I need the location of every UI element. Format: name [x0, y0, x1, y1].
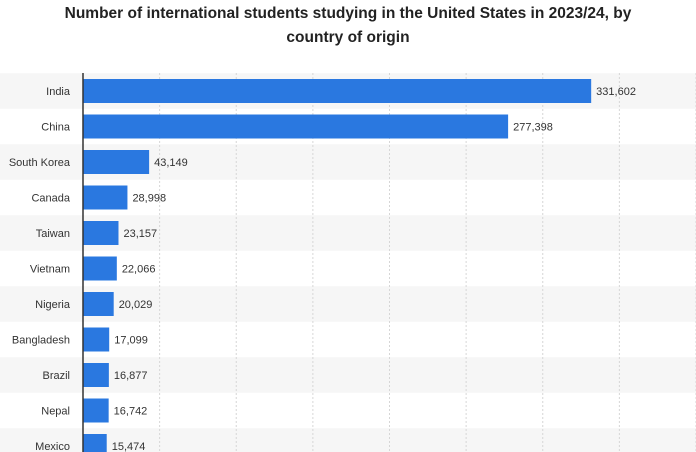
y-tick-label: Nepal: [41, 405, 70, 417]
y-tick-label: Bangladesh: [12, 334, 70, 346]
value-label: 43,149: [154, 157, 188, 169]
y-tick-label: Vietnam: [30, 263, 70, 275]
value-label: 16,742: [114, 405, 148, 417]
y-tick-label: Mexico: [35, 441, 70, 452]
value-label: 20,029: [119, 299, 153, 311]
chart-title: Number of international students studyin…: [65, 5, 632, 46]
bar: [83, 185, 128, 210]
bar: [83, 79, 592, 103]
value-label: 23,157: [123, 228, 157, 240]
row-stripe: [0, 286, 696, 322]
row-stripe: [0, 428, 696, 452]
value-label: 17,099: [114, 334, 148, 346]
bar: [83, 256, 117, 281]
y-tick-label: India: [46, 86, 71, 98]
bar: [83, 398, 109, 423]
bar: [83, 363, 109, 387]
bar: [83, 327, 110, 352]
y-tick-label: China: [41, 121, 71, 133]
row-stripes: [0, 73, 696, 452]
y-tick-label: Brazil: [42, 370, 70, 382]
bar: [83, 292, 114, 316]
bar: [83, 434, 107, 452]
y-tick-label: Canada: [31, 192, 70, 204]
y-tick-label: Taiwan: [36, 228, 70, 240]
bar: [83, 221, 119, 245]
value-label: 28,998: [132, 192, 166, 204]
value-label: 277,398: [513, 121, 553, 133]
value-label: 15,474: [112, 441, 146, 452]
row-stripe: [0, 357, 696, 393]
bar: [83, 114, 509, 139]
value-label: 16,877: [114, 370, 148, 382]
bar: [83, 150, 150, 174]
value-label: 331,602: [596, 86, 636, 98]
bars: India 331,602 China 277,398 South Korea 43,14…: [9, 79, 636, 452]
value-label: 22,066: [122, 263, 156, 275]
y-tick-label: South Korea: [9, 157, 71, 169]
y-tick-label: Nigeria: [35, 299, 71, 311]
